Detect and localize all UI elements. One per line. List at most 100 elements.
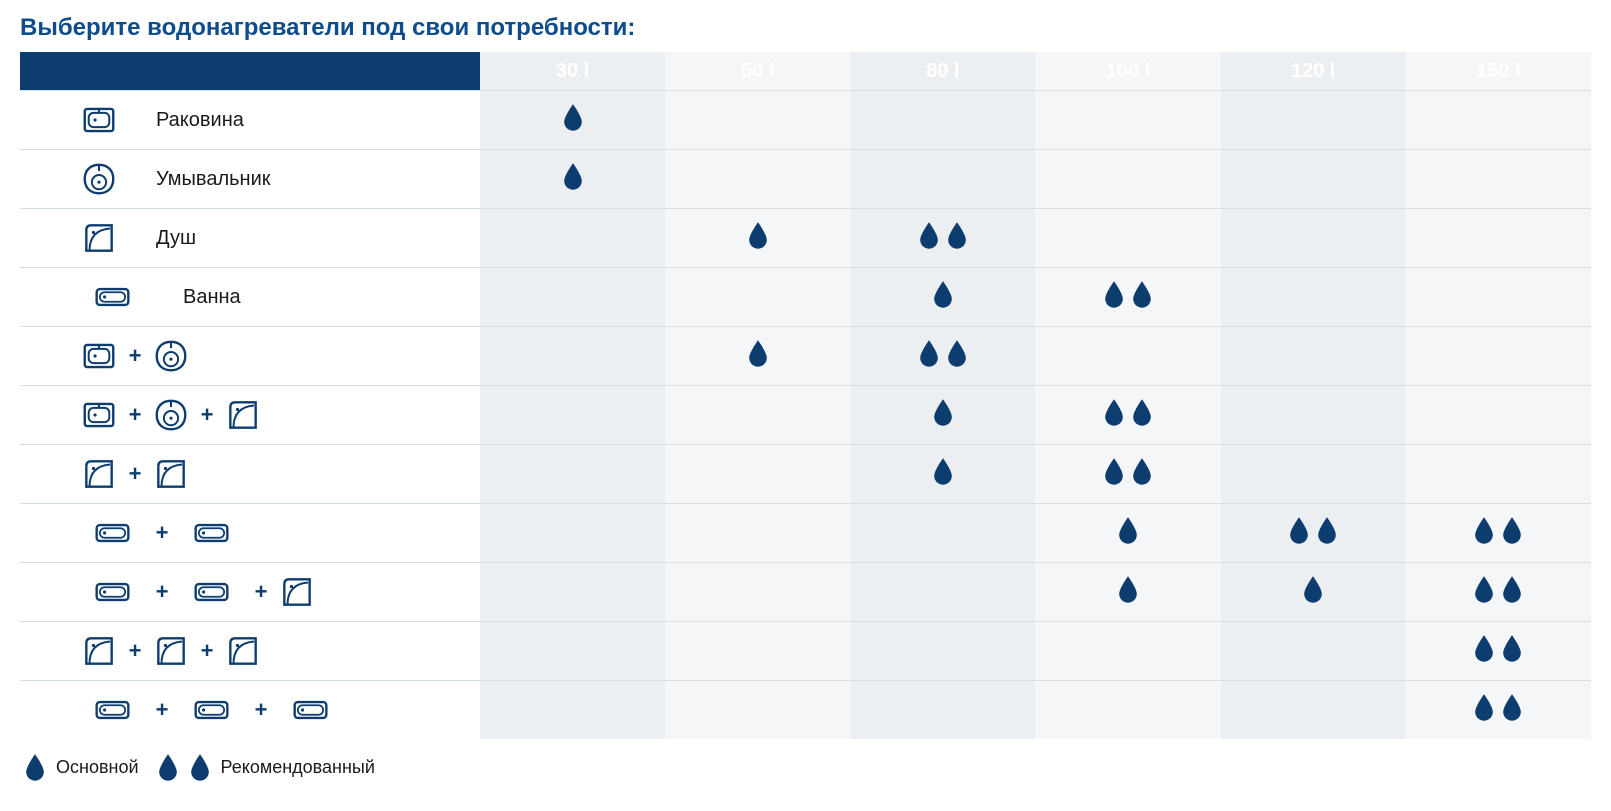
heater-table: 30 l 50 l 80 l 100 l 120 l 150 l Раковин… [20, 52, 1591, 739]
drop-icon [946, 339, 968, 368]
data-cell [1035, 563, 1220, 622]
drop-icon [946, 221, 968, 250]
drop-icon [24, 753, 46, 782]
drop-icon [1473, 575, 1495, 604]
wash-basin-icon [152, 337, 190, 375]
bath-tub-icon [80, 691, 145, 729]
header-row: 30 l 50 l 80 l 100 l 120 l 150 l [20, 52, 1591, 91]
drop-icon [1501, 634, 1523, 663]
drop-icon [1501, 516, 1523, 545]
table-row: + [20, 445, 1591, 504]
drop-icon [1117, 575, 1139, 604]
data-cell [1221, 268, 1406, 327]
row-label-cell: ++ [20, 681, 480, 740]
data-cell [1406, 445, 1591, 504]
data-cell [850, 504, 1035, 563]
drop-icon [1288, 516, 1310, 545]
bath-tub-icon [278, 691, 343, 729]
bath-tub-icon [80, 278, 145, 316]
drop-icon [1103, 457, 1125, 486]
drop-icon [1501, 575, 1523, 604]
drop-icon [1501, 693, 1523, 722]
kitchen-sink-icon [80, 101, 118, 139]
drop-icon [1131, 398, 1153, 427]
data-cell [850, 327, 1035, 386]
data-cell [665, 327, 850, 386]
data-cell [850, 209, 1035, 268]
data-cell [665, 563, 850, 622]
table-row: Ванна [20, 268, 1591, 327]
data-cell [480, 504, 665, 563]
data-cell [480, 563, 665, 622]
bath-tub-icon [179, 573, 244, 611]
drop-icon [189, 753, 211, 782]
data-cell [480, 327, 665, 386]
shower-tray-icon [80, 632, 118, 670]
col-header: 80 l [850, 52, 1035, 91]
bath-tub-icon [80, 514, 145, 552]
plus-icon: + [126, 343, 144, 369]
data-cell [1221, 91, 1406, 150]
drop-icon [747, 339, 769, 368]
data-cell [1035, 268, 1220, 327]
data-cell [1221, 504, 1406, 563]
data-cell [1406, 268, 1591, 327]
data-cell [480, 209, 665, 268]
drop-icon [932, 280, 954, 309]
data-cell [850, 445, 1035, 504]
row-label-cell: ++ [20, 563, 480, 622]
header-empty [20, 52, 480, 91]
table-row: ++ [20, 563, 1591, 622]
row-label: Умывальник [156, 168, 271, 191]
data-cell [850, 681, 1035, 740]
table-row: Душ [20, 209, 1591, 268]
data-cell [480, 445, 665, 504]
data-cell [1406, 504, 1591, 563]
row-label-cell: + [20, 504, 480, 563]
legend-basic: Основной [56, 757, 139, 778]
data-cell [665, 209, 850, 268]
data-cell [1406, 563, 1591, 622]
data-cell [850, 386, 1035, 445]
drop-icon [932, 398, 954, 427]
data-cell [665, 681, 850, 740]
row-label-cell: + [20, 445, 480, 504]
shower-tray-icon [224, 396, 262, 434]
data-cell [480, 268, 665, 327]
drop-icon [1302, 575, 1324, 604]
data-cell [1221, 150, 1406, 209]
data-cell [665, 268, 850, 327]
data-cell [850, 268, 1035, 327]
data-cell [665, 150, 850, 209]
table-row: ++ [20, 622, 1591, 681]
plus-icon: + [252, 697, 270, 723]
drop-icon [157, 753, 179, 782]
drop-icon [1473, 634, 1495, 663]
data-cell [1406, 91, 1591, 150]
data-cell [1221, 445, 1406, 504]
row-label-cell: ++ [20, 622, 480, 681]
data-cell [1221, 622, 1406, 681]
data-cell [665, 445, 850, 504]
table-row: ++ [20, 681, 1591, 740]
plus-icon: + [126, 638, 144, 664]
drop-icon [1473, 693, 1495, 722]
wash-basin-icon [152, 396, 190, 434]
data-cell [480, 622, 665, 681]
data-cell [1221, 681, 1406, 740]
page-title: Выберите водонагреватели под свои потреб… [20, 14, 1591, 42]
bath-tub-icon [179, 514, 244, 552]
data-cell [665, 504, 850, 563]
data-cell [665, 91, 850, 150]
kitchen-sink-icon [80, 337, 118, 375]
data-cell [1035, 209, 1220, 268]
wash-basin-icon [80, 160, 118, 198]
col-header: 150 l [1406, 52, 1591, 91]
data-cell [1035, 681, 1220, 740]
drop-icon [1473, 516, 1495, 545]
table-row: + [20, 327, 1591, 386]
table-row: ++ [20, 386, 1591, 445]
drop-icon [562, 162, 584, 191]
data-cell [1035, 91, 1220, 150]
shower-tray-icon [152, 455, 190, 493]
